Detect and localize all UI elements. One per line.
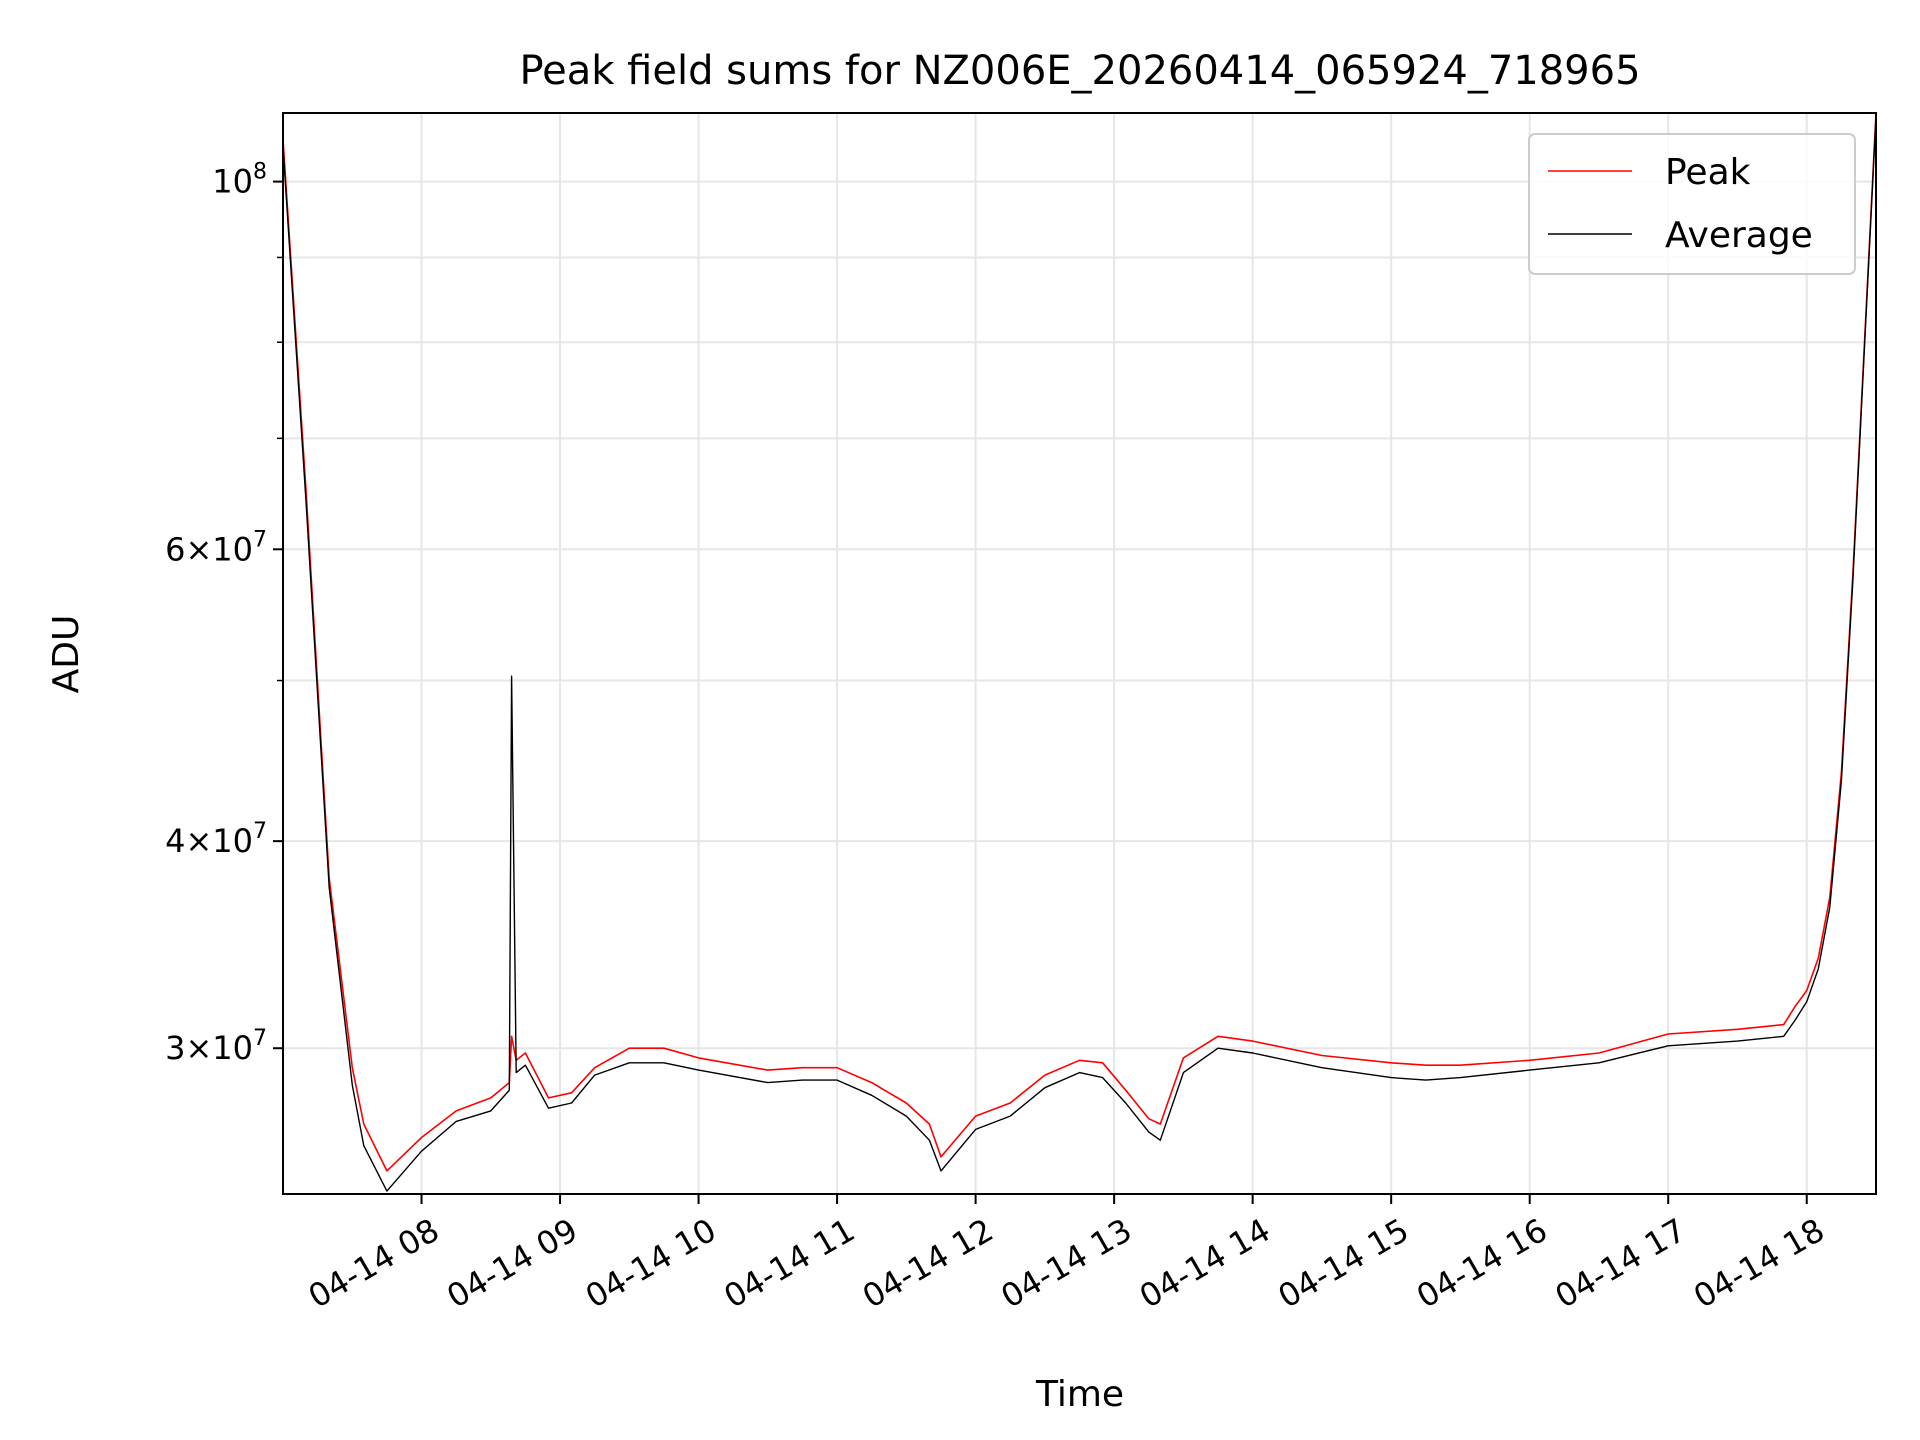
chart-title: Peak field sums for NZ006E_20260414_0659… bbox=[519, 48, 1640, 94]
legend-box bbox=[1528, 133, 1856, 275]
y-tick-label: 6×107 bbox=[165, 527, 267, 568]
y-tick-label: 3×107 bbox=[165, 1026, 267, 1067]
series-layer bbox=[282, 112, 1877, 1192]
plot-frame bbox=[282, 112, 1877, 1195]
x-axis-label: Time bbox=[1035, 1374, 1124, 1415]
legend: Peak Average bbox=[1528, 133, 1856, 275]
series-line-average bbox=[282, 116, 1877, 1192]
series-line-peak bbox=[282, 112, 1877, 1172]
y-axis-label: ADU bbox=[46, 615, 87, 694]
legend-label-peak: Peak bbox=[1665, 152, 1751, 193]
y-tick-label: 4×107 bbox=[165, 819, 267, 860]
grid bbox=[283, 113, 1876, 1194]
legend-label-average: Average bbox=[1665, 215, 1813, 256]
